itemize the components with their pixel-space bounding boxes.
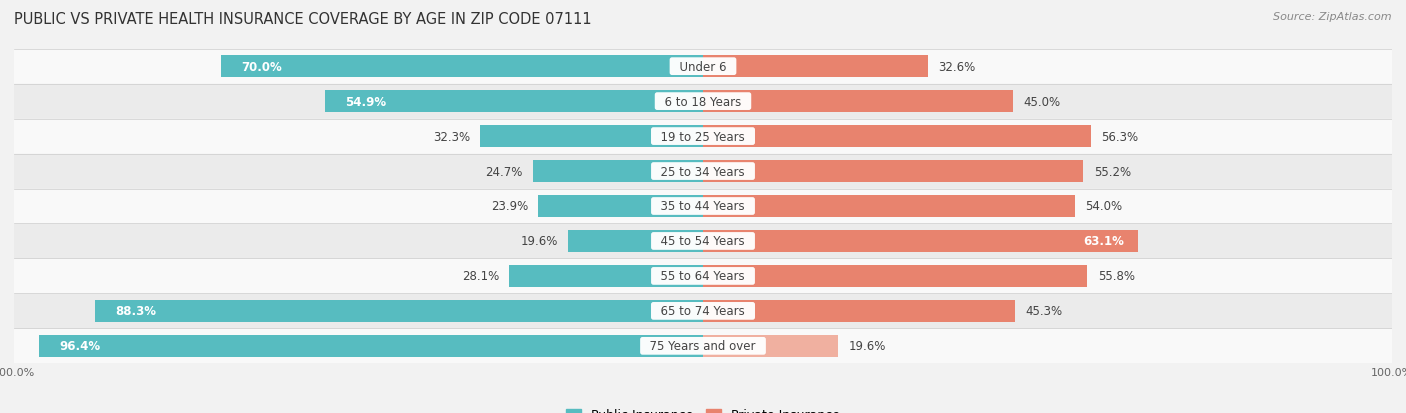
- Text: Source: ZipAtlas.com: Source: ZipAtlas.com: [1274, 12, 1392, 22]
- Text: 24.7%: 24.7%: [485, 165, 523, 178]
- Text: 25 to 34 Years: 25 to 34 Years: [654, 165, 752, 178]
- Text: 45.0%: 45.0%: [1024, 95, 1060, 108]
- Bar: [703, 91, 1012, 113]
- Bar: [481, 126, 703, 147]
- Text: 75 Years and over: 75 Years and over: [643, 339, 763, 352]
- Text: 55.8%: 55.8%: [1098, 270, 1135, 283]
- Text: 28.1%: 28.1%: [461, 270, 499, 283]
- Text: Under 6: Under 6: [672, 61, 734, 74]
- Text: 65 to 74 Years: 65 to 74 Years: [654, 305, 752, 318]
- Bar: [568, 230, 703, 252]
- Text: PUBLIC VS PRIVATE HEALTH INSURANCE COVERAGE BY AGE IN ZIP CODE 07111: PUBLIC VS PRIVATE HEALTH INSURANCE COVER…: [14, 12, 592, 27]
- Text: 55.2%: 55.2%: [1094, 165, 1130, 178]
- Bar: [14, 190, 1392, 223]
- Bar: [325, 91, 703, 113]
- Text: 32.3%: 32.3%: [433, 130, 470, 143]
- Text: 45 to 54 Years: 45 to 54 Years: [654, 235, 752, 248]
- Bar: [538, 196, 703, 217]
- Bar: [14, 329, 1392, 363]
- Text: 70.0%: 70.0%: [242, 61, 283, 74]
- Bar: [703, 196, 1076, 217]
- Text: 54.9%: 54.9%: [346, 95, 387, 108]
- Bar: [703, 300, 1015, 322]
- Text: 19 to 25 Years: 19 to 25 Years: [654, 130, 752, 143]
- Bar: [39, 335, 703, 357]
- Bar: [703, 126, 1091, 147]
- Bar: [509, 266, 703, 287]
- Bar: [14, 50, 1392, 84]
- Text: 55 to 64 Years: 55 to 64 Years: [654, 270, 752, 283]
- Text: 54.0%: 54.0%: [1085, 200, 1122, 213]
- Text: 45.3%: 45.3%: [1025, 305, 1063, 318]
- Text: 35 to 44 Years: 35 to 44 Years: [654, 200, 752, 213]
- Bar: [703, 56, 928, 78]
- Text: 32.6%: 32.6%: [938, 61, 976, 74]
- Bar: [14, 224, 1392, 259]
- Bar: [703, 161, 1083, 183]
- Text: 23.9%: 23.9%: [491, 200, 529, 213]
- Bar: [703, 335, 838, 357]
- Bar: [14, 259, 1392, 293]
- Bar: [14, 120, 1392, 154]
- Bar: [14, 154, 1392, 189]
- Legend: Public Insurance, Private Insurance: Public Insurance, Private Insurance: [561, 404, 845, 413]
- Bar: [221, 56, 703, 78]
- Bar: [14, 85, 1392, 119]
- Text: 6 to 18 Years: 6 to 18 Years: [657, 95, 749, 108]
- Bar: [533, 161, 703, 183]
- Text: 56.3%: 56.3%: [1101, 130, 1139, 143]
- Bar: [703, 266, 1087, 287]
- Text: 88.3%: 88.3%: [115, 305, 156, 318]
- Bar: [94, 300, 703, 322]
- Text: 19.6%: 19.6%: [848, 339, 886, 352]
- Text: 19.6%: 19.6%: [520, 235, 558, 248]
- Bar: [703, 230, 1137, 252]
- Text: 63.1%: 63.1%: [1083, 235, 1123, 248]
- Text: 96.4%: 96.4%: [59, 339, 101, 352]
- Bar: [14, 294, 1392, 328]
